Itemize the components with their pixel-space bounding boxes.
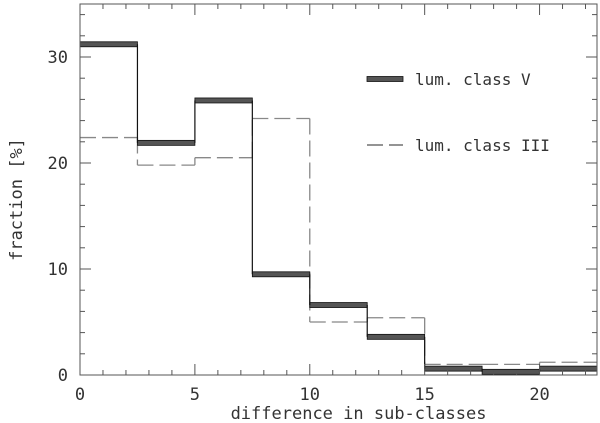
plot-layer bbox=[79, 41, 598, 375]
x-tick-label: 5 bbox=[190, 385, 200, 405]
y-axis-label: fraction [%] bbox=[7, 138, 27, 261]
x-tick-label: 15 bbox=[414, 385, 434, 405]
step-bin-class-v bbox=[309, 302, 368, 308]
x-tick-label: 10 bbox=[300, 385, 320, 405]
step-bin-class-v bbox=[194, 97, 253, 104]
step-bin-class-v bbox=[481, 368, 540, 375]
plot-frame bbox=[79, 3, 598, 376]
series-class-iii bbox=[80, 117, 597, 366]
legend-item-class-v: lum. class V bbox=[366, 70, 531, 89]
step-bin-class-v bbox=[424, 365, 483, 372]
step-bin-class-v bbox=[366, 333, 426, 340]
x-tick-label: 20 bbox=[529, 385, 549, 405]
legend-label: lum. class III bbox=[415, 136, 550, 155]
step-bin-class-v bbox=[79, 41, 138, 48]
y-tick-label: 0 bbox=[58, 366, 68, 386]
step-bin-class-v bbox=[137, 139, 196, 146]
step-bin-class-v bbox=[251, 271, 311, 278]
legend-label: lum. class V bbox=[415, 70, 531, 89]
legend-item-class-iii: lum. class III bbox=[367, 136, 550, 155]
legend-swatch bbox=[366, 76, 404, 82]
legend: lum. class V lum. class III bbox=[366, 70, 550, 155]
series-class-v bbox=[79, 41, 598, 375]
ticks-layer: 0 5 10 15 20 0 10 20 30 bbox=[48, 4, 597, 405]
x-tick-label: 0 bbox=[75, 385, 85, 405]
y-tick-label: 10 bbox=[48, 260, 68, 280]
y-tick-label: 30 bbox=[48, 48, 68, 68]
x-axis-label: difference in sub-classes bbox=[231, 404, 487, 423]
step-bin-class-v bbox=[539, 365, 598, 372]
y-tick-label: 20 bbox=[48, 154, 68, 174]
